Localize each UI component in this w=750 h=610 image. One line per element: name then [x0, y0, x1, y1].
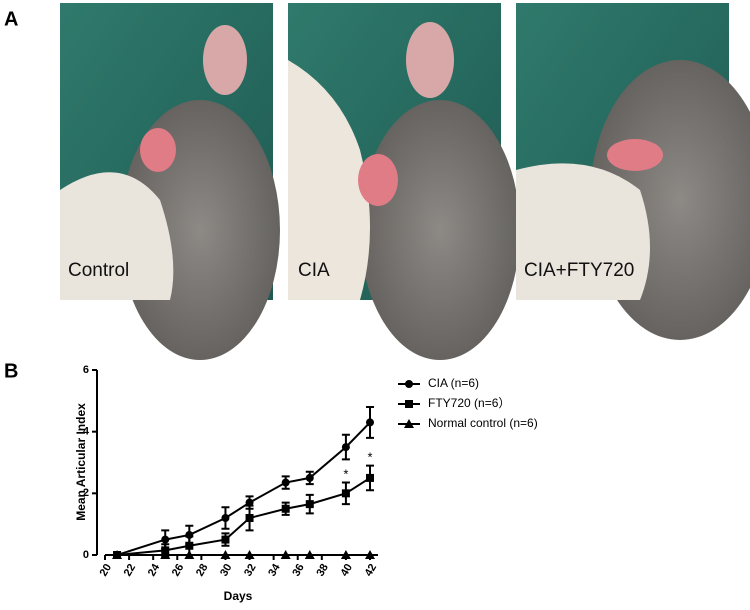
x-tick-label: 26: [170, 562, 187, 579]
x-tick-label: 28: [194, 562, 211, 579]
legend-label: CIA (n=6): [428, 376, 479, 390]
photo-caption: CIA+FTY720: [524, 260, 634, 281]
data-point: [161, 535, 170, 544]
photo: Control: [60, 3, 280, 360]
x-tick-label: 34: [266, 561, 283, 578]
photo: CIA+FTY720: [516, 3, 750, 340]
x-tick-label: 30: [218, 562, 235, 579]
data-point: [341, 489, 350, 498]
data-point: [245, 498, 254, 507]
data-point: [281, 504, 290, 513]
data-point: [112, 550, 123, 559]
data-point: [221, 514, 230, 522]
y-tick-label: 4: [83, 426, 90, 438]
legend-label: FTY720 (n=6）: [428, 396, 510, 410]
x-tick-label: 32: [242, 562, 259, 579]
x-tick-label: 20: [98, 562, 115, 579]
x-tick-label: 42: [363, 562, 380, 579]
y-tick-label: 2: [83, 487, 89, 499]
data-point: [340, 550, 351, 559]
annotation: *: [367, 449, 372, 464]
panel-label: A: [4, 8, 18, 30]
data-point: [304, 550, 315, 559]
data-point: [280, 550, 291, 559]
x-tick-label: 40: [339, 562, 356, 579]
data-point: [366, 473, 374, 482]
series-line: [116, 421, 371, 556]
legend-marker: [404, 419, 414, 428]
data-point: [185, 541, 194, 550]
photo: CIA: [288, 3, 520, 360]
data-point: [245, 514, 254, 522]
photo-caption: CIA: [298, 260, 330, 281]
x-tick-label: 38: [314, 562, 331, 579]
x-axis-title: Days: [224, 589, 253, 603]
legend-label: Normal control (n=6): [428, 416, 538, 430]
y-tick-label: 6: [83, 364, 89, 376]
data-point: [341, 443, 350, 452]
panel-label: B: [4, 360, 18, 382]
x-tick-label: 36: [290, 562, 307, 579]
data-point: [281, 478, 290, 487]
legend-marker: [405, 380, 413, 388]
data-point: [305, 473, 314, 482]
data-point: [221, 535, 230, 544]
data-point: [365, 550, 375, 559]
annotation: *: [343, 466, 348, 481]
data-point: [184, 550, 195, 559]
data-point: [305, 500, 314, 509]
x-tick-label: 22: [122, 562, 139, 579]
y-axis-title: Mean Articular Index: [74, 403, 88, 521]
data-point: [366, 418, 374, 427]
x-tick-label: 24: [146, 561, 163, 578]
data-point: [244, 550, 255, 559]
photo-caption: Control: [68, 260, 129, 281]
y-tick-label: 0: [83, 549, 89, 561]
data-point: [220, 550, 231, 559]
legend-marker: [405, 400, 413, 408]
data-point: [160, 550, 171, 559]
